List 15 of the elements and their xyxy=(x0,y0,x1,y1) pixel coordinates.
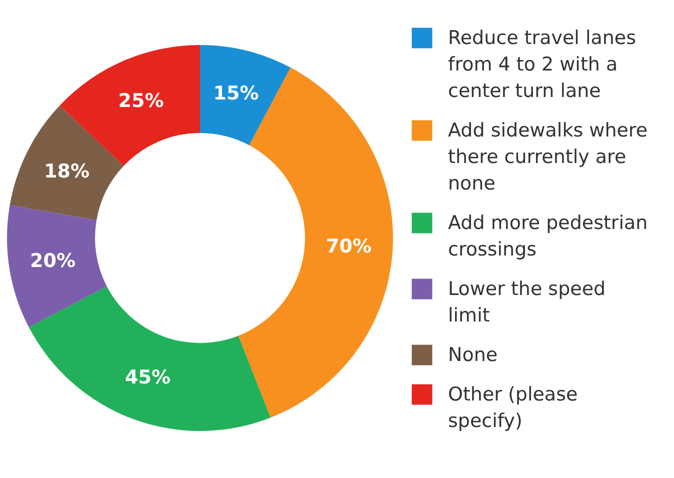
data-label: 20% xyxy=(30,250,76,272)
data-label: 45% xyxy=(125,366,171,389)
legend-label: Add sidewalks where there currently are none xyxy=(448,120,648,194)
donut-slice xyxy=(200,45,291,146)
data-label: 70% xyxy=(326,235,372,258)
donut-slice xyxy=(28,286,271,431)
legend-label: Add more pedestrian crossings xyxy=(448,212,648,260)
legend-label: None xyxy=(448,344,498,366)
data-label: 15% xyxy=(213,82,259,104)
donut-slice xyxy=(7,205,107,328)
legend-label: Reduce travel lanes from 4 to 2 with a center turn lane xyxy=(448,27,636,102)
data-label: 25% xyxy=(118,90,164,112)
legend-label: Other (please specify) xyxy=(448,384,578,432)
data-label: 18% xyxy=(44,160,90,182)
legend-label: Lower the speed limit xyxy=(448,278,606,326)
